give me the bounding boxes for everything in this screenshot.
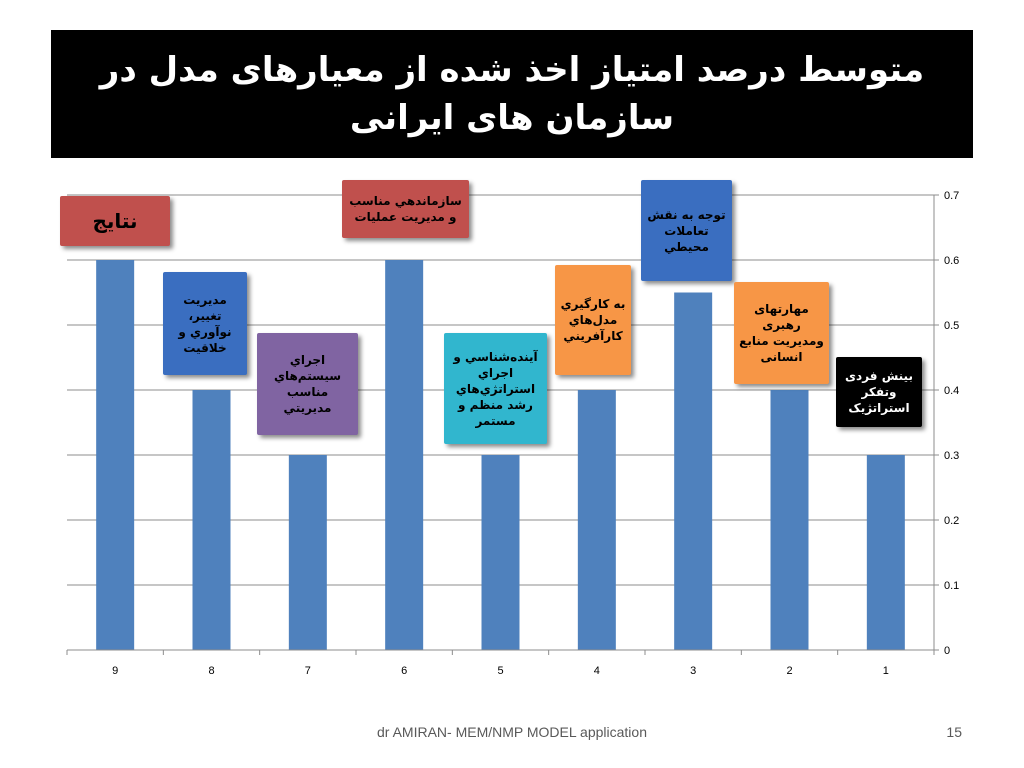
annotation-callout: مديريت تغيير، نوآوري و خلاقيت: [163, 272, 247, 375]
y-tick-label: 0.4: [944, 385, 959, 397]
x-tick-label: 3: [690, 665, 696, 677]
y-tick-label: 0.6: [944, 255, 959, 267]
x-tick-label: 2: [786, 665, 792, 677]
slide-number: 15: [946, 724, 962, 740]
slide-title: متوسط درصد امتیاز اخذ شده از معیارهای مد…: [99, 50, 925, 138]
y-tick-label: 0.3: [944, 450, 959, 462]
bar: [866, 455, 905, 650]
annotation-callout: مهارتهای رهبری ومدیریت منابع انسانی: [734, 282, 829, 384]
bar: [577, 390, 616, 650]
y-tick-label: 0: [944, 645, 950, 657]
x-tick-label: 8: [208, 665, 214, 677]
annotation-callout: آيندەشناسي و اجراي استراتژي‌هاي رشد منظم…: [444, 333, 547, 444]
x-tick-label: 7: [305, 665, 311, 677]
bar: [770, 390, 809, 650]
y-tick-label: 0.1: [944, 580, 959, 592]
x-tick-label: 9: [112, 665, 118, 677]
bar: [481, 455, 520, 650]
bar: [674, 292, 713, 650]
bar: [96, 260, 135, 650]
annotation-callout: نتایج: [60, 196, 170, 246]
annotation-callout: سازماندهي مناسب و مديريت عمليات: [342, 180, 469, 238]
x-tick-label: 5: [497, 665, 503, 677]
y-tick-label: 0.5: [944, 320, 959, 332]
annotation-callout: اجراي سيستم‌هاي مناسب مديريتي: [257, 333, 358, 435]
x-tick-label: 6: [401, 665, 407, 677]
bar: [385, 260, 424, 650]
x-tick-label: 4: [594, 665, 600, 677]
bar: [192, 390, 231, 650]
annotation-callout: به كارگيري مدل‌هاي كارآفريني: [555, 265, 631, 375]
title-bar: متوسط درصد امتیاز اخذ شده از معیارهای مد…: [51, 30, 973, 158]
y-tick-label: 0.7: [944, 190, 959, 202]
x-tick-label: 1: [883, 665, 889, 677]
bar: [288, 455, 327, 650]
annotation-callout: بینش فردی وتفکر استراتژیک: [836, 357, 922, 427]
y-tick-label: 0.2: [944, 515, 959, 527]
annotation-callout: توجه به نقش تعاملات محيطي: [641, 180, 732, 281]
footer-text: dr AMIRAN- MEM/NMP MODEL application: [377, 724, 647, 740]
